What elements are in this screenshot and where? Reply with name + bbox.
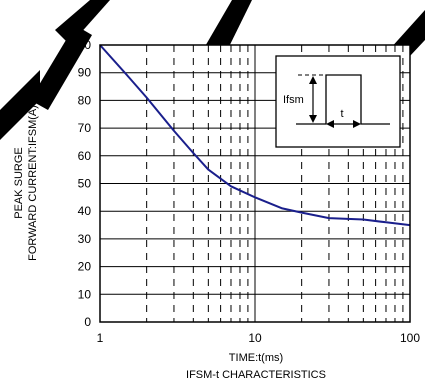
- watermark-band-1: [0, 70, 40, 140]
- inset-t-label: t: [340, 108, 343, 120]
- y-tick-label: 70: [78, 121, 92, 135]
- waveform-inset: Ifsm t: [275, 55, 401, 148]
- watermark-band-2: [30, 25, 92, 110]
- y-tick-label: 0: [84, 315, 91, 329]
- inset-ifsm-arrow-head-down: [309, 115, 317, 123]
- x-axis-label: TIME:t(ms): [229, 352, 283, 364]
- y-axis-label-line-2: FORWARD CURRENT:IFSM(A): [27, 105, 39, 261]
- inset-pulse-waveform: [296, 74, 390, 125]
- inset-t-arrow-head-right: [353, 120, 361, 128]
- x-tick-label: 10: [248, 331, 262, 345]
- x-tick-label: 100: [400, 331, 420, 345]
- x-tick-label: 1: [97, 331, 104, 345]
- watermark-band-3: [55, 0, 110, 45]
- plot-border: [99, 44, 411, 323]
- inset-ifsm-label: Ifsm: [283, 94, 304, 106]
- y-tick-label: 80: [78, 93, 92, 107]
- y-tick-label: 20: [78, 260, 92, 274]
- series-line: [99, 44, 411, 227]
- chart-title: IFSM-t CHARACTERISTICS: [186, 369, 326, 381]
- y-tick-label: 50: [78, 177, 92, 191]
- y-tick-label: 100: [71, 38, 91, 52]
- y-tick-label: 10: [78, 287, 92, 301]
- y-tick-label: 40: [78, 204, 92, 218]
- y-tick-label: 30: [78, 232, 92, 246]
- y-tick-label: 60: [78, 149, 92, 163]
- y-axis-label-line-1: PEAK SURGE: [13, 147, 25, 219]
- y-tick-label: 90: [78, 66, 92, 80]
- inset-ifsm-arrow-head-up: [309, 76, 317, 84]
- inset-box: [275, 55, 401, 148]
- inset-t-arrow-head-left: [326, 120, 334, 128]
